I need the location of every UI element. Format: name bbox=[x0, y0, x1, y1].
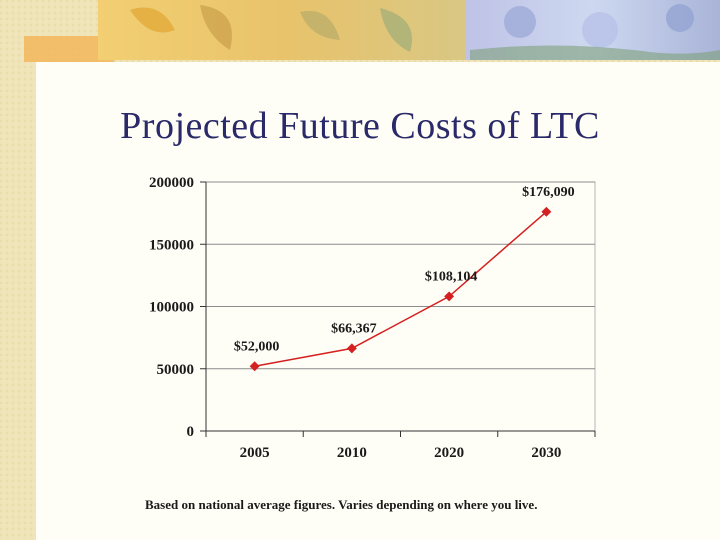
chart-data-labels: $52,000 $66,367 $108,104 $176,090 bbox=[234, 185, 575, 354]
data-label: $66,367 bbox=[331, 321, 377, 336]
x-tick-label: 2020 bbox=[434, 445, 464, 461]
data-label: $108,104 bbox=[425, 269, 478, 284]
footnote: Based on national average figures. Varie… bbox=[145, 497, 538, 512]
chart-axes bbox=[200, 181, 596, 437]
data-label: $176,090 bbox=[522, 185, 575, 200]
x-tick-label: 2030 bbox=[531, 445, 561, 461]
data-point-marker bbox=[249, 361, 260, 372]
y-tick-label: 50000 bbox=[157, 362, 195, 378]
data-point-marker bbox=[444, 291, 455, 302]
chart-tick-labels: 0 50000 100000 150000 200000 2005 2010 2020 2030 bbox=[149, 175, 561, 461]
data-point-marker bbox=[346, 343, 357, 354]
y-tick-label: 150000 bbox=[149, 237, 194, 253]
y-tick-label: 200000 bbox=[149, 175, 194, 191]
x-tick-label: 2010 bbox=[337, 445, 367, 461]
data-point-marker bbox=[541, 206, 552, 217]
y-tick-label: 0 bbox=[187, 424, 195, 440]
data-label: $52,000 bbox=[234, 339, 280, 354]
y-tick-label: 100000 bbox=[149, 300, 194, 316]
chart-series bbox=[249, 206, 552, 372]
x-tick-label: 2005 bbox=[240, 445, 270, 461]
series-line bbox=[254, 211, 547, 367]
slide-title: Projected Future Costs of LTC bbox=[120, 105, 600, 147]
